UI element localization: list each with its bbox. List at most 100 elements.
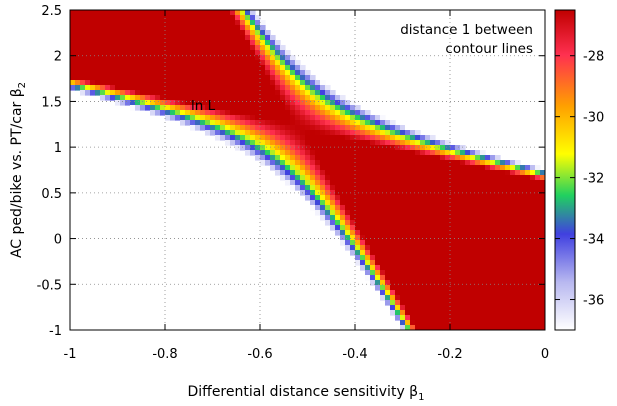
heatmap-cell [480, 245, 486, 251]
heatmap-cell [135, 105, 141, 111]
heatmap-cell [420, 275, 426, 281]
heatmap-cell [510, 190, 516, 196]
heatmap-cell [85, 15, 91, 21]
heatmap-cell [440, 280, 446, 286]
heatmap-cell [415, 200, 421, 206]
heatmap-cell [520, 175, 526, 181]
heatmap-cell [410, 185, 416, 191]
heatmap-cell [75, 75, 81, 81]
heatmap-cell [70, 80, 76, 86]
heatmap-cell [160, 20, 166, 26]
heatmap-cell [340, 240, 346, 246]
heatmap-cell [480, 205, 486, 211]
heatmap-cell [150, 15, 156, 21]
heatmap-cell [125, 100, 131, 106]
heatmap-cell [95, 75, 101, 81]
heatmap-cell [390, 245, 396, 251]
heatmap-cell [300, 100, 306, 106]
heatmap-cell [495, 320, 501, 326]
heatmap-cell [385, 290, 391, 296]
heatmap-cell [335, 150, 341, 156]
heatmap-cell [220, 60, 226, 66]
heatmap-cell [250, 145, 256, 151]
heatmap-cell [370, 150, 376, 156]
heatmap-cell [400, 225, 406, 231]
heatmap-cell [100, 80, 106, 86]
heatmap-cell [235, 130, 241, 136]
heatmap-cell [280, 45, 286, 51]
heatmap-cell [130, 60, 136, 66]
heatmap-cell [275, 55, 281, 61]
heatmap-cell [345, 190, 351, 196]
heatmap-cell [300, 165, 306, 171]
heatmap-cell [415, 250, 421, 256]
heatmap-cell [365, 225, 371, 231]
heatmap-cell [495, 235, 501, 241]
heatmap-cell [425, 295, 431, 301]
heatmap-cell [235, 50, 241, 56]
heatmap-cell [495, 240, 501, 246]
heatmap-cell [195, 120, 201, 126]
heatmap-cell [535, 230, 541, 236]
heatmap-cell [205, 105, 211, 111]
heatmap-cell [510, 180, 516, 186]
heatmap-cell [510, 235, 516, 241]
heatmap-cell [365, 135, 371, 141]
heatmap-cell [110, 65, 116, 71]
heatmap-cell [515, 290, 521, 296]
heatmap-cell [130, 30, 136, 36]
heatmap-cell [275, 70, 281, 76]
heatmap-cell [315, 80, 321, 86]
heatmap-cell [225, 130, 231, 136]
heatmap-cell [425, 265, 431, 271]
heatmap-cell [505, 280, 511, 286]
heatmap-cell [355, 195, 361, 201]
heatmap-cell [515, 315, 521, 321]
heatmap-cell [510, 320, 516, 326]
plot-frame [69, 9, 546, 331]
heatmap-cell [350, 205, 356, 211]
heatmap-cell [415, 220, 421, 226]
heatmap-cell [415, 265, 421, 271]
heatmap-cell [420, 320, 426, 326]
heatmap-cell [460, 245, 466, 251]
heatmap-cell [415, 305, 421, 311]
heatmap-cell [150, 20, 156, 26]
heatmap-cell [350, 175, 356, 181]
heatmap-cell [470, 210, 476, 216]
heatmap-cell [155, 90, 161, 96]
heatmap-cell [325, 135, 331, 141]
heatmap-cell [400, 175, 406, 181]
heatmap-cell [135, 30, 141, 36]
heatmap-cell [425, 190, 431, 196]
heatmap-cell [525, 295, 531, 301]
heatmap-cell [440, 215, 446, 221]
heatmap-cell [125, 25, 131, 31]
heatmap-cell [480, 175, 486, 181]
heatmap-cell [375, 125, 381, 131]
heatmap-cell [210, 130, 216, 136]
heatmap-cell [370, 145, 376, 151]
heatmap-cell [450, 210, 456, 216]
colorbar-tick-label: -34 [583, 233, 604, 248]
heatmap-cell [245, 100, 251, 106]
heatmap-cell [390, 305, 396, 311]
heatmap-cell [95, 15, 101, 21]
heatmap-cell [535, 250, 541, 256]
heatmap-cell [175, 110, 181, 116]
heatmap-cell [385, 130, 391, 136]
heatmap-cell [535, 185, 541, 191]
heatmap-cell [260, 90, 266, 96]
heatmap-cell [120, 15, 126, 21]
heatmap-cell [500, 180, 506, 186]
heatmap-cell [320, 130, 326, 136]
heatmap-cell [490, 215, 496, 221]
heatmap-cell [470, 175, 476, 181]
heatmap-cell [235, 135, 241, 141]
heatmap-cell [160, 15, 166, 21]
heatmap-cell [540, 270, 545, 276]
heatmap-cell [330, 225, 336, 231]
heatmap-cell [540, 210, 545, 216]
heatmap-cell [340, 120, 346, 126]
heatmap-cell [125, 40, 131, 46]
